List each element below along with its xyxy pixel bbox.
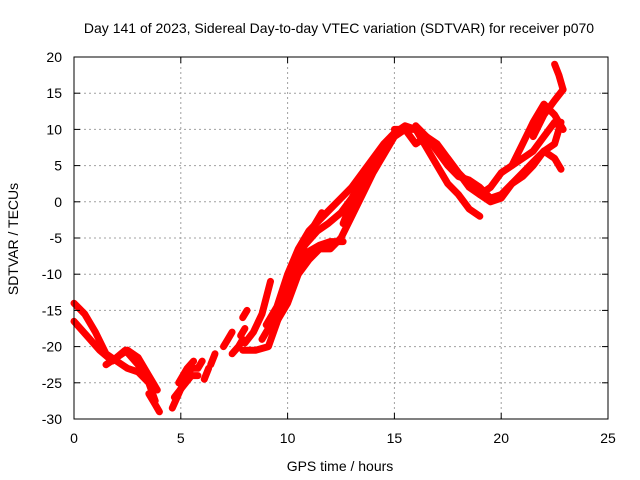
series-track-s	[301, 209, 326, 249]
series-track-k	[228, 335, 247, 358]
series-track-c	[102, 346, 161, 394]
y-axis-label: SDTVAR / TECUs	[5, 183, 21, 295]
y-tick-label: -5	[50, 230, 63, 246]
axes: 0 5 10 15 20 25 -30 -25 -20 -15 -10 -5 0 5 10 15 20	[42, 49, 616, 446]
y-tick-label: -25	[42, 375, 62, 391]
y-tick-label: 10	[46, 121, 62, 137]
series-track-j	[220, 328, 236, 351]
y-tick-label: -30	[42, 411, 62, 427]
x-tick-label: 20	[493, 430, 509, 446]
y-tick-label: 0	[54, 194, 62, 210]
series-layer	[70, 60, 567, 416]
series-track-m	[239, 306, 251, 322]
grid	[74, 57, 608, 419]
x-tick-label: 25	[600, 430, 616, 446]
x-axis-label: GPS time / hours	[287, 458, 394, 474]
y-tick-label: 20	[46, 49, 62, 65]
x-tick-label: 10	[280, 430, 296, 446]
y-tick-label: 15	[46, 85, 62, 101]
series-track-f	[170, 372, 202, 401]
series-track-q	[262, 129, 398, 329]
series-track-r	[273, 125, 420, 325]
series-track-d	[145, 390, 163, 416]
series-track-aa	[551, 60, 567, 94]
x-tick-label: 5	[177, 430, 185, 446]
series-track-z	[529, 86, 567, 141]
series-track-y	[508, 100, 567, 170]
y-tick-label: -15	[42, 302, 62, 318]
y-tick-label: 5	[54, 158, 62, 174]
series-track-x	[412, 125, 484, 220]
series-track-n	[241, 277, 274, 347]
x-tick-label: 15	[387, 430, 403, 446]
series-track-i	[207, 350, 219, 369]
series-track-a	[70, 299, 159, 405]
series-track-g	[175, 357, 198, 387]
series-track-l	[237, 325, 249, 340]
y-tick-label: -10	[42, 266, 62, 282]
series-track-t	[339, 180, 364, 227]
x-tick-label: 0	[70, 430, 78, 446]
series-track-h	[200, 364, 213, 383]
y-tick-label: -20	[42, 339, 62, 355]
chart-title: Day 141 of 2023, Sidereal Day-to-day VTE…	[84, 20, 594, 36]
